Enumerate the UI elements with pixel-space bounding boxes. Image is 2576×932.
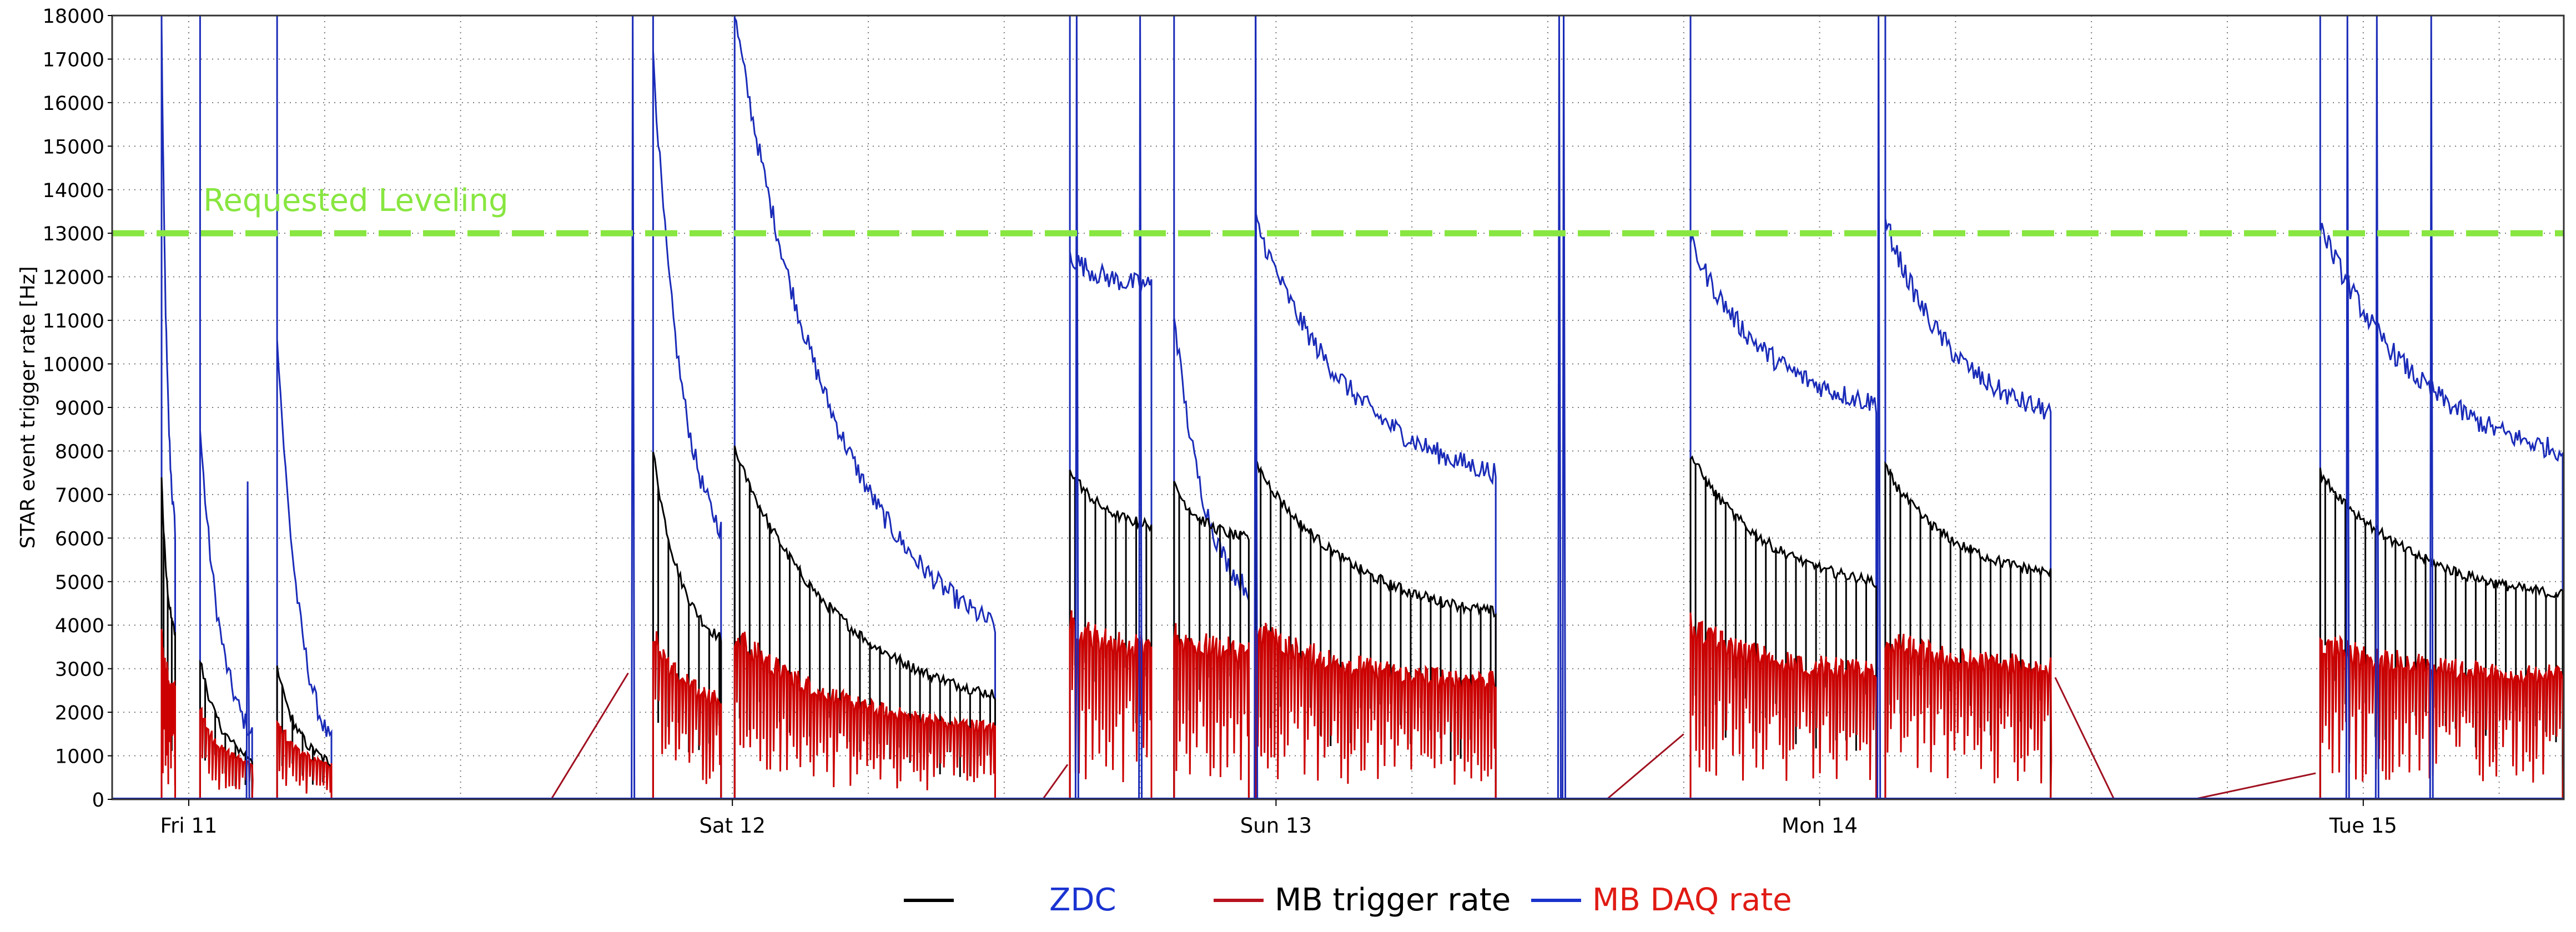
legend-label: MB DAQ rate [1592, 882, 1792, 918]
daq-line [160, 629, 177, 800]
y-tick-label: 7000 [55, 485, 104, 507]
zdc-line [652, 16, 722, 799]
y-tick-label: 1000 [55, 746, 104, 768]
daq-line [2319, 634, 2564, 800]
x-tick-label: Sat 12 [699, 814, 766, 838]
y-tick-label: 17000 [43, 49, 104, 71]
trigger-line [652, 451, 722, 799]
legend: ZDC MB trigger rate MB DAQ rate [904, 882, 1792, 918]
connector-line [1042, 764, 1069, 800]
x-tick-label: Tue 15 [2329, 814, 2397, 838]
daq-line [1255, 622, 1497, 800]
y-tick-label: 8000 [55, 441, 104, 463]
zdc-spike [1876, 15, 1881, 800]
y-tick-label: 16000 [43, 93, 104, 115]
y-tick-label: 2000 [55, 702, 104, 724]
trigger-line [1884, 461, 2052, 800]
y-tick-label: 6000 [55, 528, 104, 550]
zdc-line [1689, 15, 1878, 799]
zdc-line [733, 15, 997, 800]
daq-line [1884, 633, 2052, 800]
connector-line [550, 672, 629, 800]
legend-label: ZDC [1049, 882, 1116, 918]
trigger-line [2319, 467, 2564, 800]
zdc-line [1069, 15, 1153, 799]
daq-line [276, 719, 333, 800]
connector-line [2054, 677, 2115, 800]
y-tick-label: 12000 [43, 267, 104, 289]
connector-line [1606, 733, 1684, 800]
series-layer [112, 15, 2564, 800]
requested-leveling-label: Requested Leveling [203, 183, 509, 219]
x-tick-label: Sun 13 [1240, 814, 1312, 838]
y-tick-label: 18000 [43, 6, 104, 28]
daq-line [1689, 612, 1878, 800]
zdc-spike [2345, 15, 2350, 800]
y-tick-label: 13000 [43, 223, 104, 245]
x-tick-label: Fri 11 [160, 814, 218, 838]
y-tick-label: 10000 [43, 354, 104, 376]
trigger-line [1689, 455, 1878, 800]
zdc-line [1173, 16, 1250, 800]
legend-label: MB trigger rate [1275, 882, 1511, 918]
zdc-line [199, 16, 253, 800]
daq-line [652, 631, 722, 799]
zdc-spike [1557, 15, 1562, 800]
x-tick-label: Mon 14 [1782, 814, 1858, 838]
zdc-spike [1562, 15, 1567, 800]
connector-line [2193, 772, 2316, 800]
axes: 0 1000 2000 3000 4000 5000 6000 7000 8000 9000 100… [17, 6, 2565, 838]
y-tick-label: 9000 [55, 397, 104, 420]
trigger-line [733, 445, 997, 800]
y-tick-label: 0 [92, 789, 104, 812]
y-tick-label: 11000 [43, 310, 104, 333]
annotation-layer: Requested Leveling [112, 183, 2564, 236]
zdc-line [276, 15, 333, 800]
zdc-spike [631, 15, 636, 800]
trigger-line [1173, 481, 1250, 800]
trigger-line [1255, 459, 1497, 800]
y-tick-label: 15000 [43, 136, 104, 158]
y-tick-label: 5000 [55, 572, 104, 594]
daq-line [1173, 623, 1250, 800]
trigger-line [1069, 470, 1153, 800]
y-tick-label: 14000 [43, 180, 104, 202]
y-tick-label: 3000 [55, 659, 104, 681]
daq-line [199, 707, 254, 800]
y-axis-label: STAR event trigger rate [Hz] [17, 266, 39, 549]
zdc-spike [245, 481, 250, 800]
zdc-line [160, 15, 177, 800]
zdc-line [1884, 15, 2052, 800]
zdc-line [2319, 15, 2564, 799]
daq-line [733, 631, 996, 800]
y-tick-label: 4000 [55, 615, 104, 637]
zdc-line [1255, 15, 1497, 800]
